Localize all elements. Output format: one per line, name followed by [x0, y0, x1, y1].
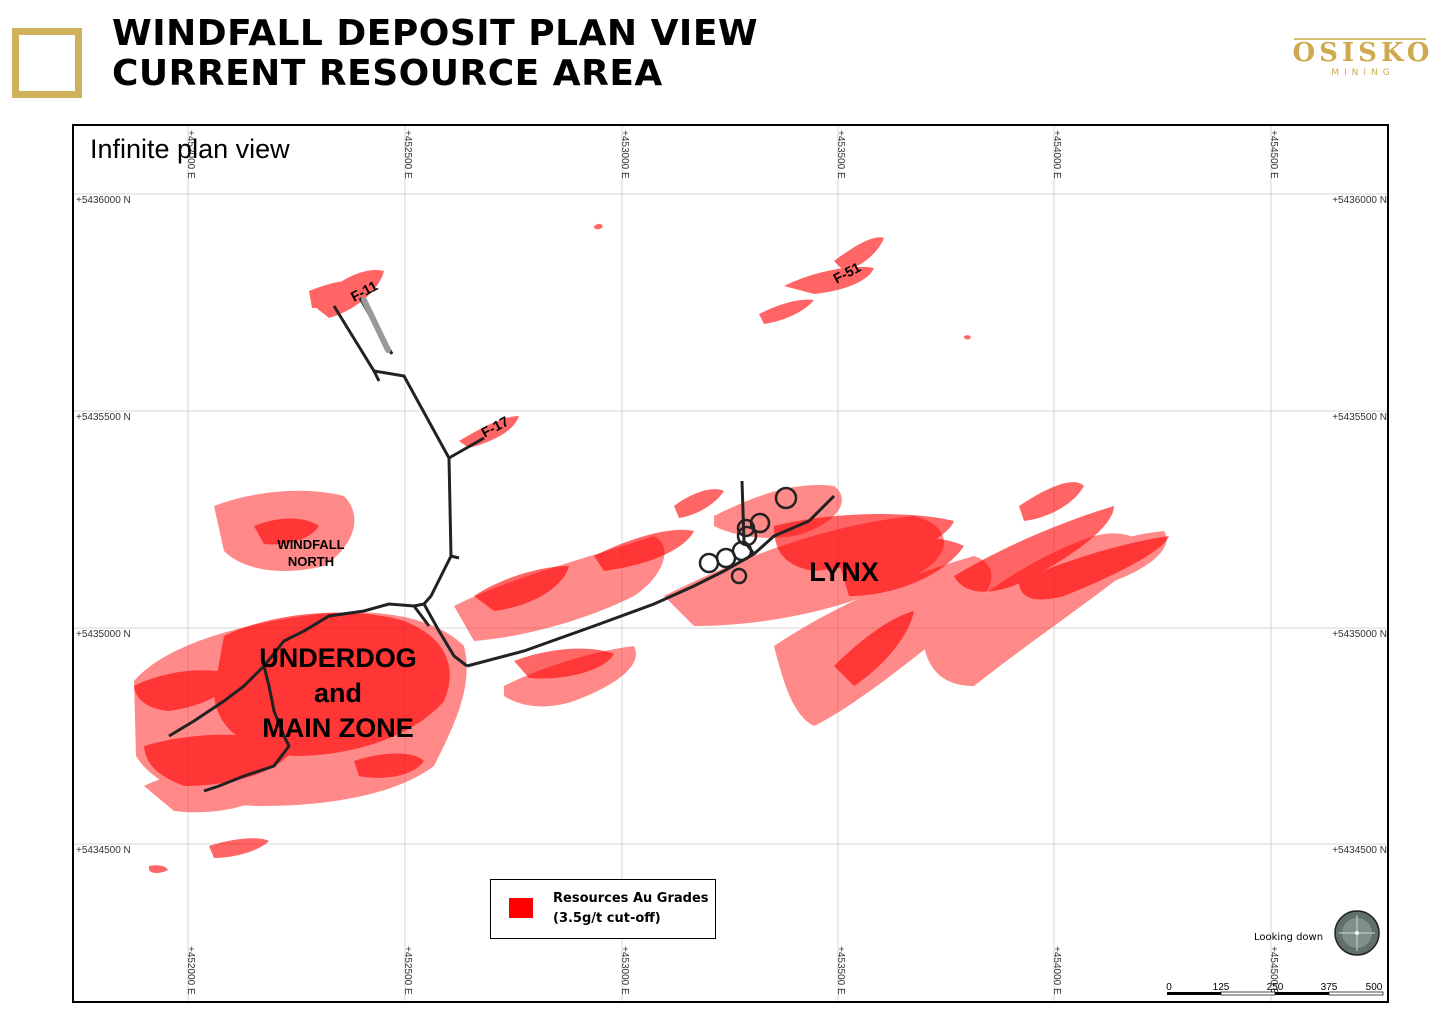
- northing-labels-right: +5436000 N +5435500 N +5435000 N +543450…: [1332, 195, 1387, 856]
- legend-swatch-resource: [509, 898, 533, 918]
- easting-label-452500: +452500 E: [402, 130, 413, 179]
- northing-label-right-5435000: +5435000 N: [1332, 629, 1387, 640]
- northing-label-right-5436000: +5436000 N: [1332, 195, 1387, 206]
- legend-line-1: Resources Au Grades: [553, 891, 709, 906]
- easting-label-454500: +454500 E: [1268, 130, 1279, 179]
- plan-view-map: +452000 E +452500 E +453000 E +453500 E …: [72, 124, 1389, 1003]
- zone-label-lynx: LYNX: [809, 557, 879, 587]
- title-decoration-box: [12, 28, 82, 98]
- logo-main-text: OSISKO: [1292, 38, 1430, 68]
- map-legend: Resources Au Grades (3.5g/t cut-off): [490, 879, 716, 939]
- easting-label-bottom-453500: +453500 E: [835, 946, 846, 995]
- legend-line-2: (3.5g/t cut-off): [553, 911, 661, 926]
- northing-label-5436000: +5436000 N: [76, 195, 131, 206]
- map-canvas: +452000 E +452500 E +453000 E +453500 E …: [74, 126, 1387, 1001]
- northing-label-5435500: +5435500 N: [76, 412, 131, 423]
- northing-label-right-5434500: +5434500 N: [1332, 845, 1387, 856]
- legend-text: Resources Au Grades (3.5g/t cut-off): [553, 889, 709, 929]
- easting-labels-top: +452000 E +452500 E +453000 E +453500 E …: [185, 130, 1279, 179]
- title-line-2: CURRENT RESOURCE AREA: [112, 53, 663, 94]
- scale-label-0: 0: [1166, 982, 1172, 993]
- easting-labels-bottom: +452000 E +452500 E +453000 E +453500 E …: [185, 946, 1279, 995]
- zone-label-and: and: [314, 678, 362, 708]
- easting-label-bottom-454000: +454000 E: [1051, 946, 1062, 995]
- scale-bar: 0 125 250 375 500: [1166, 982, 1384, 996]
- easting-label-bottom-452000: +452000 E: [185, 946, 196, 995]
- northing-label-5434500: +5434500 N: [76, 845, 131, 856]
- page-title: WINDFALL DEPOSIT PLAN VIEW CURRENT RESOU…: [112, 14, 758, 94]
- logo-sub-text: MINING: [1331, 68, 1395, 78]
- northing-labels-left: +5436000 N +5435500 N +5435000 N +543450…: [76, 195, 131, 856]
- easting-label-bottom-452500: +452500 E: [402, 946, 413, 995]
- easting-label-bottom-453000: +453000 E: [619, 946, 630, 995]
- panel-title: Infinite plan view: [90, 134, 290, 164]
- osisko-logo: OSISKO MINING: [1288, 38, 1430, 78]
- compass-icon: [1334, 910, 1380, 956]
- zone-label-main-zone: MAIN ZONE: [262, 713, 414, 743]
- zone-label-windfall-north-2: NORTH: [288, 554, 334, 569]
- zone-label-underdog: UNDERDOG: [259, 643, 417, 673]
- scale-label-250: 250: [1267, 982, 1284, 993]
- looking-down-label: Looking down: [1254, 932, 1324, 943]
- easting-label-454000: +454000 E: [1051, 130, 1062, 179]
- underground-development: [168, 297, 836, 793]
- northing-label-right-5435500: +5435500 N: [1332, 412, 1387, 423]
- scale-label-500: 500: [1366, 982, 1383, 993]
- scale-label-125: 125: [1213, 982, 1230, 993]
- zone-label-windfall-north-1: WINDFALL: [277, 537, 344, 552]
- logo-rule-top: [1294, 38, 1426, 40]
- resource-bodies-strong: [134, 223, 1169, 873]
- scale-label-375: 375: [1321, 982, 1338, 993]
- easting-label-bottom-454500: +454500 E: [1268, 946, 1279, 995]
- title-line-1: WINDFALL DEPOSIT PLAN VIEW: [112, 13, 759, 54]
- easting-label-453500: +453500 E: [835, 130, 846, 179]
- easting-label-453000: +453000 E: [619, 130, 630, 179]
- easting-label-452000: +452000 E: [185, 130, 196, 179]
- northing-label-5435000: +5435000 N: [76, 629, 131, 640]
- lynx-ramps: [698, 486, 798, 585]
